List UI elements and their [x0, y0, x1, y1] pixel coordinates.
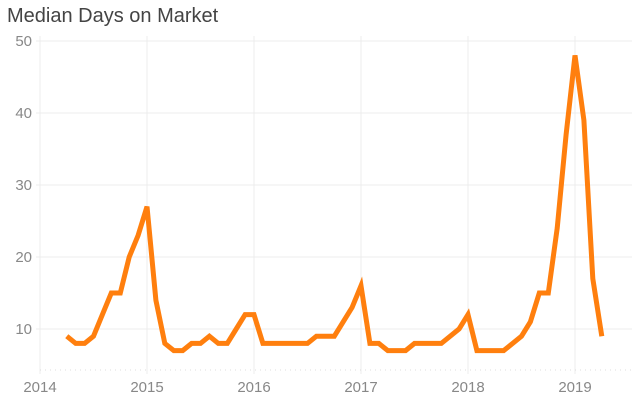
- y-tick-label: 40: [15, 105, 32, 122]
- x-tick-label: 2017: [344, 379, 377, 396]
- x-axis: 2014 2015 2016 2017 2018 2019: [23, 369, 632, 396]
- x-tick-label: 2015: [130, 379, 163, 396]
- series-line: [65, 55, 605, 354]
- x-tick-label: 2018: [451, 379, 484, 396]
- y-tick-label: 50: [15, 33, 32, 50]
- x-tick-label: 2014: [23, 379, 56, 396]
- data-series: [65, 55, 605, 354]
- x-tick-label: 2019: [558, 379, 591, 396]
- chart-title: Median Days on Market: [7, 5, 219, 27]
- x-tick-label: 2016: [237, 379, 270, 396]
- grid-lines: [36, 36, 632, 374]
- y-tick-label: 10: [15, 321, 32, 338]
- y-tick-label: 20: [15, 249, 32, 266]
- y-axis: 10 20 30 40 50: [15, 33, 32, 338]
- y-tick-label: 30: [15, 177, 32, 194]
